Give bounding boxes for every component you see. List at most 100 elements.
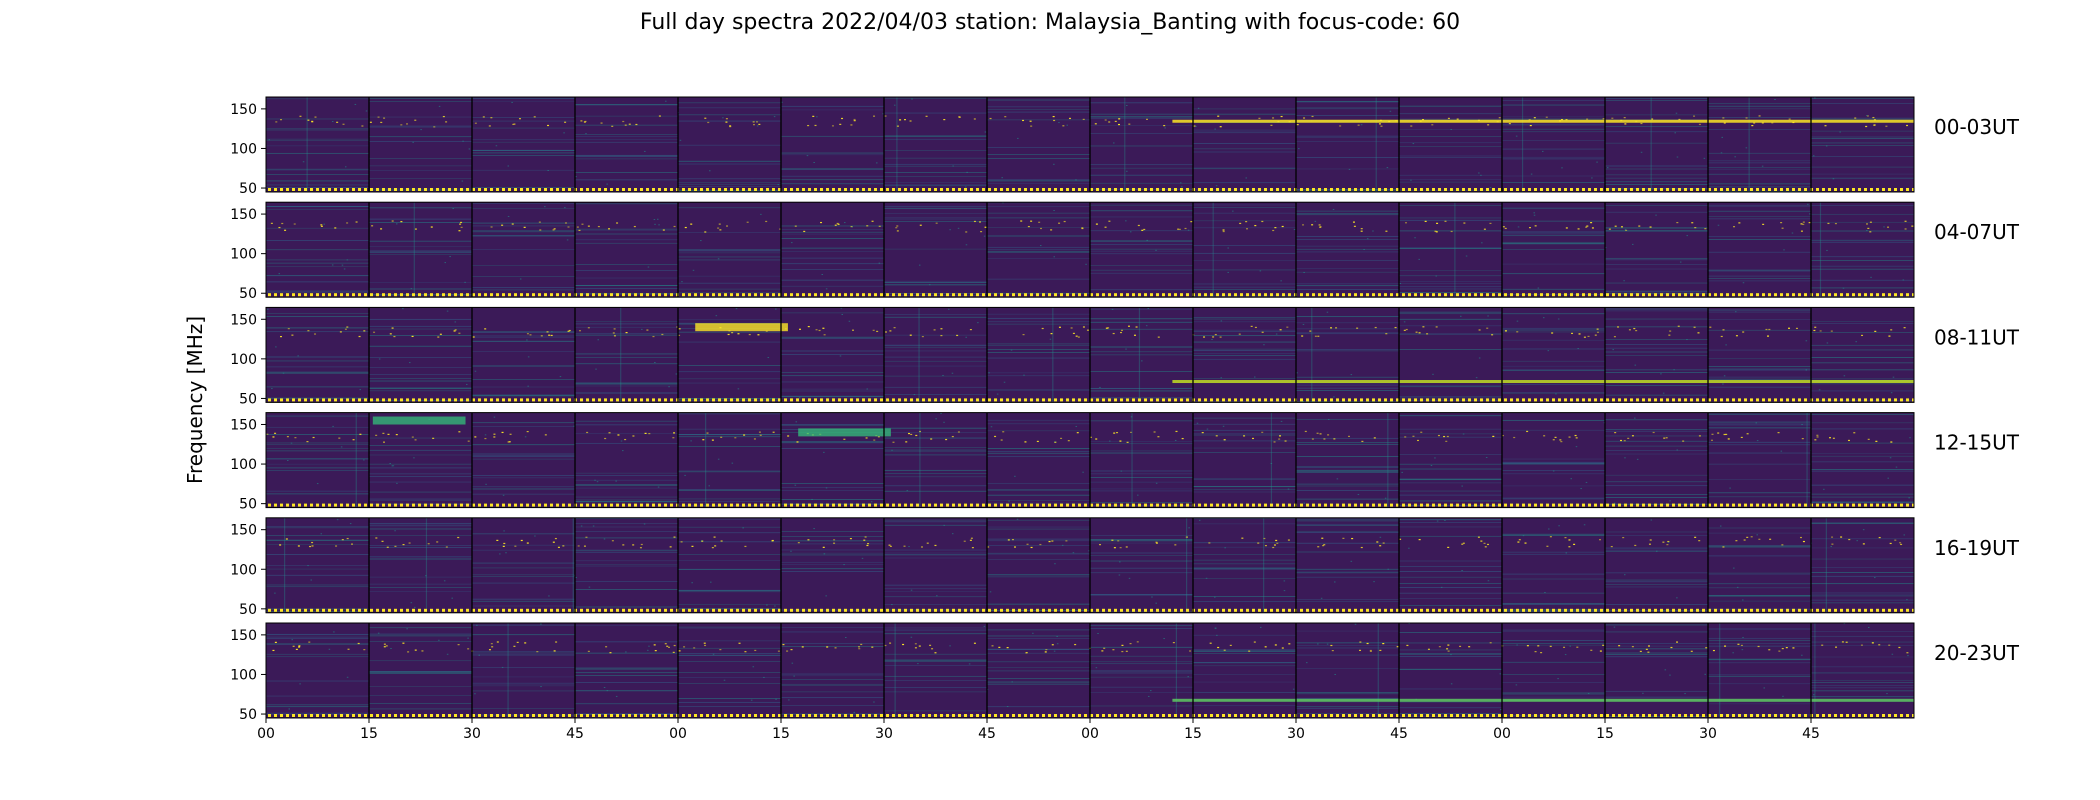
spectral-speckle bbox=[641, 328, 643, 330]
spectral-speckle bbox=[1564, 654, 1567, 656]
baseline-marker bbox=[424, 398, 427, 402]
spectral-speckle bbox=[910, 433, 913, 436]
y-tick-label: 100 bbox=[230, 352, 257, 368]
spectral-line bbox=[575, 690, 678, 692]
spectral-line bbox=[987, 678, 1090, 679]
spectral-line bbox=[678, 288, 781, 290]
baseline-marker bbox=[514, 714, 517, 717]
spectral-speckle bbox=[1782, 695, 1784, 697]
spectral-speckle bbox=[449, 256, 451, 258]
baseline-marker bbox=[1168, 503, 1171, 507]
baseline-marker bbox=[1042, 398, 1045, 402]
spectral-speckle bbox=[1450, 654, 1452, 656]
spectral-speckle bbox=[622, 450, 624, 452]
spectral-speckle bbox=[765, 330, 768, 332]
spectral-line bbox=[1399, 386, 1502, 388]
spectral-speckle bbox=[1712, 649, 1715, 652]
spectral-speckle bbox=[606, 183, 608, 185]
spectral-speckle bbox=[1727, 438, 1730, 440]
spectral-speckle bbox=[1125, 650, 1128, 652]
x-tick-label: 15 bbox=[1184, 726, 1202, 742]
spectral-line bbox=[1399, 494, 1502, 496]
spectral-speckle bbox=[1360, 230, 1363, 232]
baseline-marker bbox=[1858, 503, 1861, 507]
baseline-marker bbox=[898, 503, 901, 507]
baseline-marker bbox=[280, 293, 283, 297]
spectral-line bbox=[1605, 535, 1708, 536]
spectral-speckle bbox=[311, 545, 314, 547]
baseline-marker bbox=[1138, 293, 1141, 297]
vertical-streak bbox=[1650, 97, 1652, 192]
spectral-speckle bbox=[411, 335, 414, 338]
spectral-line bbox=[781, 646, 884, 647]
spectral-line bbox=[1605, 624, 1708, 626]
spectral-speckle bbox=[1023, 374, 1025, 376]
baseline-marker bbox=[406, 188, 409, 191]
y-tick-label: 50 bbox=[239, 286, 257, 302]
spectral-speckle bbox=[1444, 520, 1446, 522]
baseline-marker bbox=[658, 714, 661, 717]
spectral-speckle bbox=[1163, 124, 1166, 127]
spectral-speckle bbox=[1869, 231, 1872, 233]
spectral-line bbox=[472, 567, 575, 569]
spectral-speckle bbox=[1007, 539, 1010, 541]
baseline-marker bbox=[268, 188, 271, 191]
spectral-line bbox=[1605, 474, 1708, 476]
spectral-line bbox=[678, 428, 781, 430]
spectral-line bbox=[678, 446, 781, 447]
spectral-speckle bbox=[1781, 227, 1784, 229]
baseline-marker bbox=[1750, 398, 1753, 402]
baseline-marker bbox=[628, 398, 631, 402]
baseline-marker bbox=[802, 608, 805, 612]
baseline-marker bbox=[1498, 714, 1501, 717]
spectral-line bbox=[1193, 433, 1296, 435]
spectral-speckle bbox=[1599, 650, 1602, 652]
baseline-marker bbox=[1600, 714, 1603, 717]
spectral-speckle bbox=[564, 207, 566, 209]
spectral-line bbox=[987, 574, 1090, 576]
spectral-line bbox=[472, 475, 575, 476]
spectral-line bbox=[575, 270, 678, 271]
baseline-marker bbox=[670, 608, 673, 612]
spectral-speckle bbox=[1774, 98, 1776, 100]
spectral-line bbox=[1811, 685, 1914, 686]
baseline-marker bbox=[1312, 293, 1315, 297]
spectral-line bbox=[369, 282, 472, 283]
spectral-line bbox=[884, 552, 987, 554]
spectral-line bbox=[1502, 242, 1605, 244]
spectral-speckle bbox=[554, 537, 557, 540]
x-tick-label: 30 bbox=[1699, 726, 1717, 742]
spectral-speckle bbox=[524, 436, 527, 438]
baseline-marker bbox=[1114, 293, 1117, 297]
spectral-line bbox=[1090, 555, 1193, 556]
baseline-marker bbox=[1204, 714, 1207, 717]
baseline-marker bbox=[544, 398, 547, 402]
baseline-marker bbox=[1624, 293, 1627, 297]
spectral-speckle bbox=[816, 116, 818, 118]
spectral-speckle bbox=[1296, 124, 1299, 126]
spectral-speckle bbox=[1604, 247, 1607, 249]
spectral-speckle bbox=[1461, 485, 1463, 487]
baseline-marker bbox=[772, 293, 775, 297]
spectral-speckle bbox=[1462, 433, 1465, 435]
spectral-line bbox=[678, 608, 781, 609]
spectral-speckle bbox=[1834, 222, 1837, 225]
spectral-speckle bbox=[791, 662, 794, 664]
baseline-marker bbox=[1246, 398, 1249, 402]
baseline-marker bbox=[622, 293, 625, 297]
baseline-marker bbox=[430, 188, 433, 191]
spectral-line bbox=[1811, 213, 1914, 215]
spectral-line bbox=[575, 293, 678, 295]
baseline-marker bbox=[856, 503, 859, 507]
spectral-speckle bbox=[1587, 335, 1590, 338]
baseline-marker bbox=[1036, 293, 1039, 297]
baseline-marker bbox=[1858, 608, 1861, 612]
spectral-line bbox=[987, 483, 1090, 485]
spectral-line bbox=[1605, 228, 1708, 230]
spectral-speckle bbox=[1638, 225, 1641, 227]
spectral-speckle bbox=[1253, 641, 1256, 643]
spectral-line bbox=[266, 695, 369, 697]
spectral-line bbox=[1399, 463, 1502, 465]
spectral-line bbox=[369, 467, 472, 469]
